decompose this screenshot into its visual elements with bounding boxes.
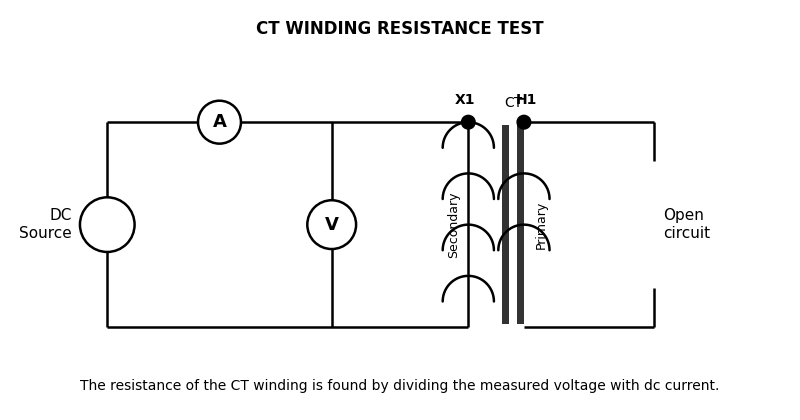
Text: DC
Source: DC Source (19, 208, 72, 241)
Text: Open
circuit: Open circuit (663, 208, 710, 241)
Text: Secondary: Secondary (447, 192, 460, 258)
Circle shape (517, 116, 530, 129)
Text: A: A (213, 113, 226, 131)
Text: X1: X1 (455, 92, 476, 107)
Bar (517, 125, 524, 324)
Bar (502, 125, 510, 324)
Text: H1: H1 (516, 92, 538, 107)
Text: V: V (325, 215, 338, 234)
Text: CT WINDING RESISTANCE TEST: CT WINDING RESISTANCE TEST (256, 20, 544, 38)
Text: The resistance of the CT winding is found by dividing the measured voltage with : The resistance of the CT winding is foun… (80, 379, 720, 394)
Text: Primary: Primary (535, 200, 548, 249)
Text: CT: CT (504, 97, 522, 110)
Circle shape (462, 116, 475, 129)
